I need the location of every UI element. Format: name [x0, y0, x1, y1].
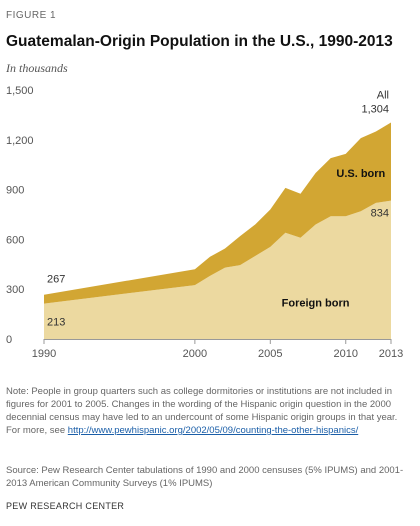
y-tick-label: 900	[6, 185, 24, 197]
series-label-all: All	[377, 90, 389, 102]
chart-source: Source: Pew Research Center tabulations …	[6, 465, 404, 489]
annotation-1990-foreign-born: 213	[47, 317, 65, 329]
note-link[interactable]: http://www.pewhispanic.org/2002/05/09/co…	[67, 425, 359, 436]
x-tick-label: 2005	[258, 348, 282, 360]
note-text: Note: People in group quarters such as c…	[6, 386, 398, 436]
y-tick-label: 1,500	[6, 85, 34, 97]
x-tick-label: 1990	[32, 348, 56, 360]
annotation-2013-foreign-born: 834	[371, 208, 389, 220]
brand-name: PEW RESEARCH CENTER	[6, 501, 125, 511]
chart-title: Guatemalan-Origin Population in the U.S.…	[6, 33, 393, 50]
x-tick-label: 2013	[379, 348, 403, 360]
y-tick-label: 300	[6, 284, 24, 296]
series-label-us-born: U.S. born	[336, 168, 385, 180]
area-us-born	[44, 122, 391, 304]
data-annotations: 267 213 1,304 834	[47, 104, 389, 329]
x-tick-label: 2010	[333, 348, 357, 360]
y-tick-label: 600	[6, 234, 24, 246]
series-label-foreign-born: Foreign born	[282, 297, 350, 309]
x-axis: 1990 2000 2005 2010 2013	[32, 339, 403, 360]
annotation-1990-total: 267	[47, 274, 65, 286]
annotation-2013-total: 1,304	[361, 104, 389, 116]
chart-note: Note: People in group quarters such as c…	[6, 385, 414, 437]
y-tick-label: 1,200	[6, 135, 34, 147]
chart-subtitle: In thousands	[6, 61, 68, 75]
y-axis: 0 300 600 900 1,200 1,500	[6, 85, 34, 346]
y-tick-label: 0	[6, 334, 12, 346]
area-foreign-born	[44, 200, 391, 339]
area-chart: 0 300 600 900 1,200 1,500 1990 2000 2005 2010 201…	[6, 85, 403, 360]
x-tick-label: 2000	[183, 348, 207, 360]
figure-label: FIGURE 1	[6, 10, 57, 21]
